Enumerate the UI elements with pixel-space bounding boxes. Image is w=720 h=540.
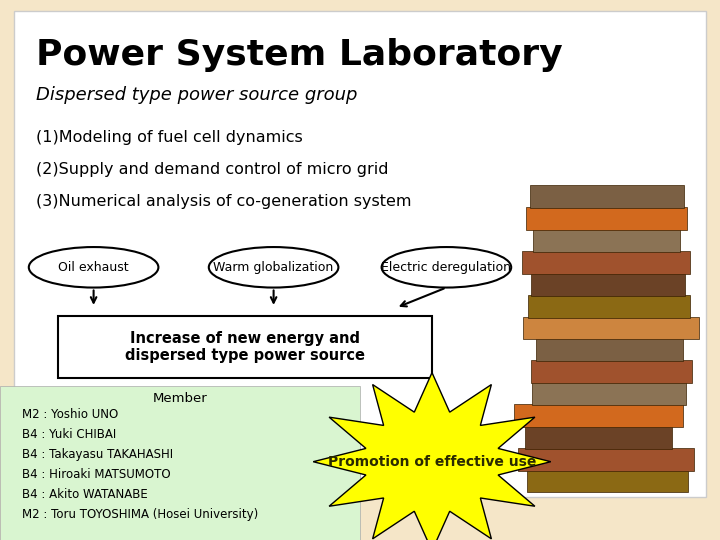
Text: M2 : Toru TOYOSHIMA (Hosei University): M2 : Toru TOYOSHIMA (Hosei University) — [22, 508, 258, 521]
Text: B4 : Yuki CHIBAI: B4 : Yuki CHIBAI — [22, 428, 116, 441]
Text: B4 : Takayasu TAKAHASHI: B4 : Takayasu TAKAHASHI — [22, 448, 173, 461]
Text: (2)Supply and demand control of micro grid: (2)Supply and demand control of micro gr… — [36, 162, 389, 177]
Text: (1)Modeling of fuel cell dynamics: (1)Modeling of fuel cell dynamics — [36, 130, 302, 145]
FancyBboxPatch shape — [524, 382, 678, 405]
Text: B4 : Akito WATANABE: B4 : Akito WATANABE — [22, 488, 148, 501]
FancyBboxPatch shape — [518, 295, 680, 318]
FancyBboxPatch shape — [519, 316, 695, 339]
FancyBboxPatch shape — [58, 316, 432, 378]
Text: Warm globalization: Warm globalization — [213, 261, 334, 274]
Text: Oil exhaust: Oil exhaust — [58, 261, 129, 274]
FancyBboxPatch shape — [511, 448, 687, 470]
FancyBboxPatch shape — [531, 426, 678, 449]
Text: Electric deregulation: Electric deregulation — [382, 261, 511, 274]
FancyBboxPatch shape — [526, 229, 672, 252]
FancyBboxPatch shape — [0, 386, 360, 540]
Text: M2 : Yoshio UNO: M2 : Yoshio UNO — [22, 408, 118, 421]
FancyBboxPatch shape — [523, 251, 691, 274]
FancyBboxPatch shape — [529, 470, 690, 492]
Ellipse shape — [29, 247, 158, 287]
FancyBboxPatch shape — [529, 339, 676, 361]
FancyBboxPatch shape — [534, 273, 688, 296]
Ellipse shape — [382, 247, 511, 287]
FancyBboxPatch shape — [530, 207, 691, 230]
Text: B4 : Hiroaki MATSUMOTO: B4 : Hiroaki MATSUMOTO — [22, 468, 170, 481]
FancyBboxPatch shape — [524, 185, 678, 208]
Text: (3)Numerical analysis of co-generation system: (3)Numerical analysis of co-generation s… — [36, 194, 412, 210]
Text: Promotion of effective use: Promotion of effective use — [328, 455, 536, 469]
Text: Dispersed type power source group: Dispersed type power source group — [36, 86, 357, 104]
Text: Member: Member — [153, 392, 207, 404]
Ellipse shape — [209, 247, 338, 287]
FancyBboxPatch shape — [528, 360, 689, 383]
Text: Power System Laboratory: Power System Laboratory — [36, 38, 562, 72]
Text: Increase of new energy and
dispersed type power source: Increase of new energy and dispersed typ… — [125, 330, 365, 363]
FancyBboxPatch shape — [14, 11, 706, 497]
Polygon shape — [313, 373, 551, 540]
FancyBboxPatch shape — [519, 404, 688, 427]
